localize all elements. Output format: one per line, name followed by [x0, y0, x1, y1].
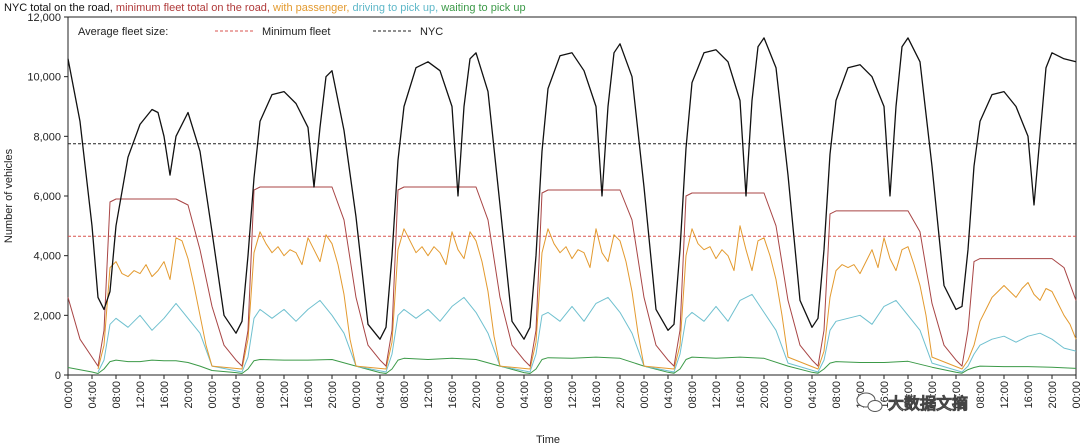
- title-segment: NYC total on the road,: [4, 2, 116, 14]
- title-segment: minimum fleet total on the road,: [116, 2, 273, 14]
- legend-background: [69, 18, 449, 42]
- watermark-text: 大数据文摘: [888, 394, 968, 413]
- legend-entry-label: Minimum fleet: [262, 26, 330, 38]
- x-tick-label: 20:00: [759, 381, 771, 409]
- y-axis-title: Number of vehicles: [3, 148, 15, 243]
- title-segment: waiting to pick up: [440, 2, 525, 14]
- series-line-minimum-fleet: [67, 186, 1077, 367]
- chart-title: NYC total on the road, minimum fleet tot…: [4, 2, 526, 14]
- x-tick-label: 00:00: [351, 381, 363, 409]
- y-tick-label: 6,000: [33, 191, 61, 203]
- x-tick-label: 04:00: [951, 381, 963, 409]
- x-tick-label: 16:00: [879, 381, 891, 409]
- watermark: 大数据文摘: [856, 392, 968, 413]
- x-axis-title: Time: [536, 434, 560, 446]
- y-tick-label: 10,000: [27, 72, 61, 84]
- x-tick-label: 00:00: [207, 381, 219, 409]
- x-tick-label: 08:00: [543, 381, 555, 409]
- y-tick-label: 4,000: [33, 251, 61, 263]
- y-tick-label: 8,000: [33, 131, 61, 143]
- y-tick-label: 12,000: [27, 12, 61, 24]
- x-tick-label: 04:00: [519, 381, 531, 409]
- x-tick-label: 16:00: [591, 381, 603, 409]
- x-axis: 00:00 04:00 08:00 12:00 16:00 20:00 00:00 04:00…: [63, 375, 1080, 409]
- x-tick-label: 20:00: [903, 381, 915, 409]
- x-tick-label: 00:00: [63, 381, 75, 409]
- x-tick-label: 08:00: [399, 381, 411, 409]
- x-tick-label: 04:00: [87, 381, 99, 409]
- x-tick-label: 00:00: [639, 381, 651, 409]
- x-tick-label: 12:00: [279, 381, 291, 409]
- x-tick-label: 12:00: [423, 381, 435, 409]
- y-axis: 0 2,000 4,000 6,000 8,000 10,000 12,000: [27, 12, 68, 382]
- series-line-nyc-total: [67, 37, 1077, 340]
- x-tick-label: 16:00: [735, 381, 747, 409]
- wechat-bubble-icon: [856, 392, 883, 412]
- x-tick-label: 08:00: [687, 381, 699, 409]
- series-line-with-passenger: [97, 225, 1077, 370]
- legend-entry-label: NYC: [420, 26, 443, 38]
- x-tick-label: 04:00: [807, 381, 819, 409]
- x-tick-label: 00:00: [783, 381, 795, 409]
- x-tick-label: 20:00: [327, 381, 339, 409]
- title-segment: with passenger,: [272, 2, 353, 14]
- x-tick-label: 20:00: [471, 381, 483, 409]
- x-tick-label: 04:00: [663, 381, 675, 409]
- x-tick-label: 12:00: [711, 381, 723, 409]
- x-tick-label: 04:00: [375, 381, 387, 409]
- series-lines: [67, 37, 1077, 374]
- x-tick-label: 08:00: [975, 381, 987, 409]
- x-tick-label: 08:00: [831, 381, 843, 409]
- x-tick-label: 00:00: [1071, 381, 1080, 409]
- x-tick-label: 16:00: [159, 381, 171, 409]
- x-tick-label: 16:00: [1023, 381, 1035, 409]
- average-lines: [68, 143, 1076, 237]
- legend: Average fleet size: Minimum fleet NYC: [69, 18, 449, 42]
- legend-title: Average fleet size:: [78, 26, 168, 38]
- x-tick-label: 08:00: [111, 381, 123, 409]
- series-line-waiting-to-pick-up: [67, 356, 1077, 374]
- series-line-driving-to-pick-up: [97, 293, 1077, 373]
- x-tick-label: 04:00: [231, 381, 243, 409]
- x-tick-label: 12:00: [999, 381, 1011, 409]
- x-tick-label: 12:00: [567, 381, 579, 409]
- plot-frame: [67, 16, 1077, 376]
- title-segment: driving to pick up,: [353, 2, 442, 14]
- x-tick-label: 16:00: [447, 381, 459, 409]
- x-tick-label: 12:00: [135, 381, 147, 409]
- x-tick-label: 20:00: [183, 381, 195, 409]
- x-tick-label: 20:00: [615, 381, 627, 409]
- x-tick-label: 08:00: [255, 381, 267, 409]
- x-tick-label: 20:00: [1047, 381, 1059, 409]
- x-tick-label: 00:00: [927, 381, 939, 409]
- y-tick-label: 0: [55, 370, 61, 382]
- x-tick-label: 00:00: [495, 381, 507, 409]
- x-tick-label: 16:00: [303, 381, 315, 409]
- y-tick-label: 2,000: [33, 310, 61, 322]
